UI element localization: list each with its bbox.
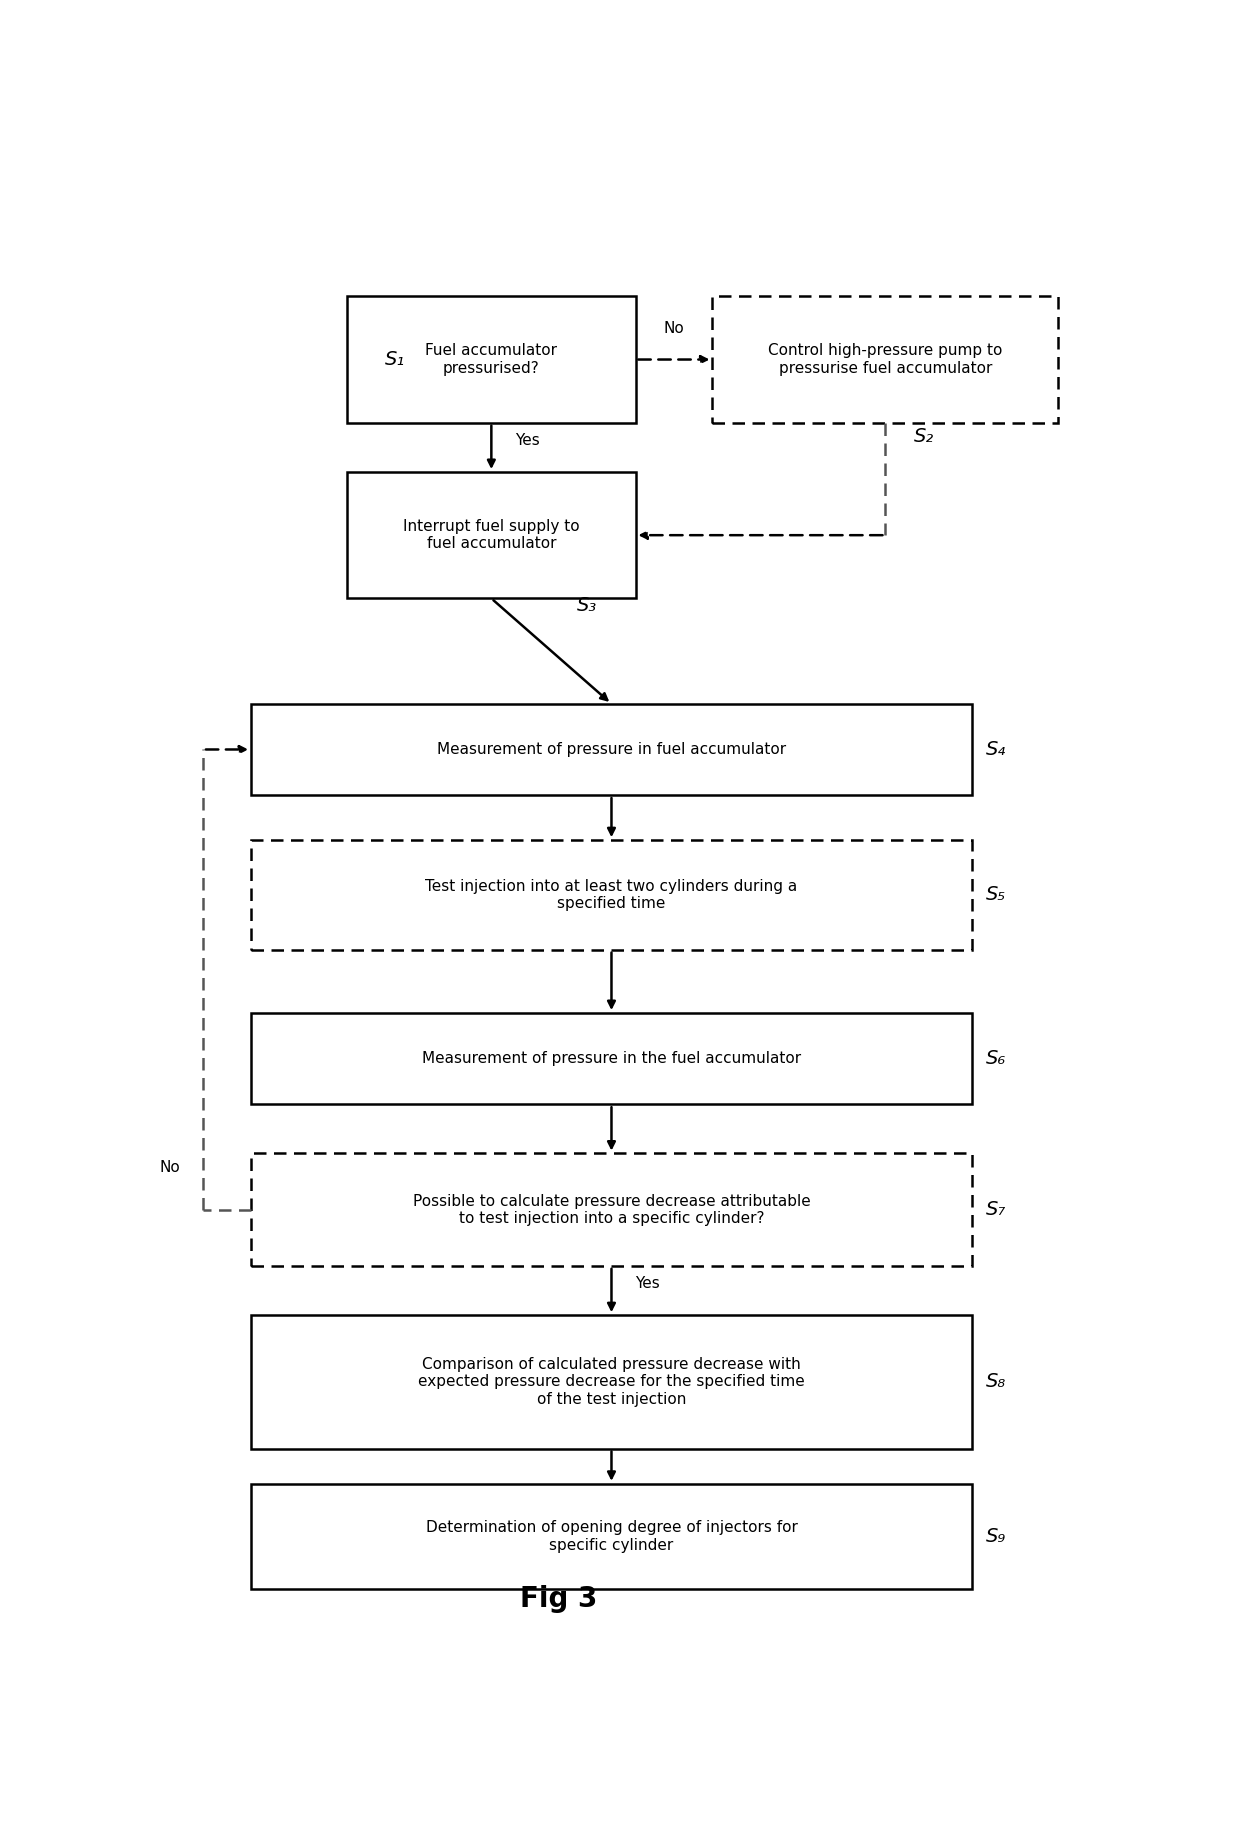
Text: S₇: S₇ xyxy=(986,1201,1006,1219)
Text: S₅: S₅ xyxy=(986,885,1006,905)
Text: S₃: S₃ xyxy=(578,597,598,615)
Text: Measurement of pressure in fuel accumulator: Measurement of pressure in fuel accumula… xyxy=(436,743,786,757)
FancyBboxPatch shape xyxy=(250,1316,972,1449)
FancyBboxPatch shape xyxy=(250,1484,972,1590)
FancyBboxPatch shape xyxy=(250,1013,972,1104)
Text: Test injection into at least two cylinders during a
specified time: Test injection into at least two cylinde… xyxy=(425,878,797,911)
FancyBboxPatch shape xyxy=(712,296,1058,423)
FancyBboxPatch shape xyxy=(347,296,635,423)
FancyBboxPatch shape xyxy=(250,704,972,796)
Text: S₉: S₉ xyxy=(986,1528,1006,1546)
Text: Measurement of pressure in the fuel accumulator: Measurement of pressure in the fuel accu… xyxy=(422,1051,801,1066)
FancyBboxPatch shape xyxy=(250,840,972,949)
Text: Fuel accumulator
pressurised?: Fuel accumulator pressurised? xyxy=(425,343,557,376)
Text: S₁: S₁ xyxy=(386,350,405,369)
Text: Interrupt fuel supply to
fuel accumulator: Interrupt fuel supply to fuel accumulato… xyxy=(403,518,579,551)
Text: S₂: S₂ xyxy=(914,427,934,447)
FancyBboxPatch shape xyxy=(347,473,635,599)
Text: Control high-pressure pump to
pressurise fuel accumulator: Control high-pressure pump to pressurise… xyxy=(768,343,1003,376)
Text: No: No xyxy=(159,1161,180,1175)
Text: Possible to calculate pressure decrease attributable
to test injection into a sp: Possible to calculate pressure decrease … xyxy=(413,1194,811,1226)
Text: S₆: S₆ xyxy=(986,1049,1006,1068)
Text: S₈: S₈ xyxy=(986,1372,1006,1391)
Text: Comparison of calculated pressure decrease with
expected pressure decrease for t: Comparison of calculated pressure decrea… xyxy=(418,1358,805,1407)
FancyBboxPatch shape xyxy=(250,1153,972,1267)
Text: S₄: S₄ xyxy=(986,739,1006,759)
Text: Determination of opening degree of injectors for
specific cylinder: Determination of opening degree of injec… xyxy=(425,1520,797,1553)
Text: Yes: Yes xyxy=(516,433,541,447)
Text: Fig 3: Fig 3 xyxy=(520,1584,598,1613)
Text: No: No xyxy=(663,321,684,336)
Text: Yes: Yes xyxy=(635,1276,660,1290)
